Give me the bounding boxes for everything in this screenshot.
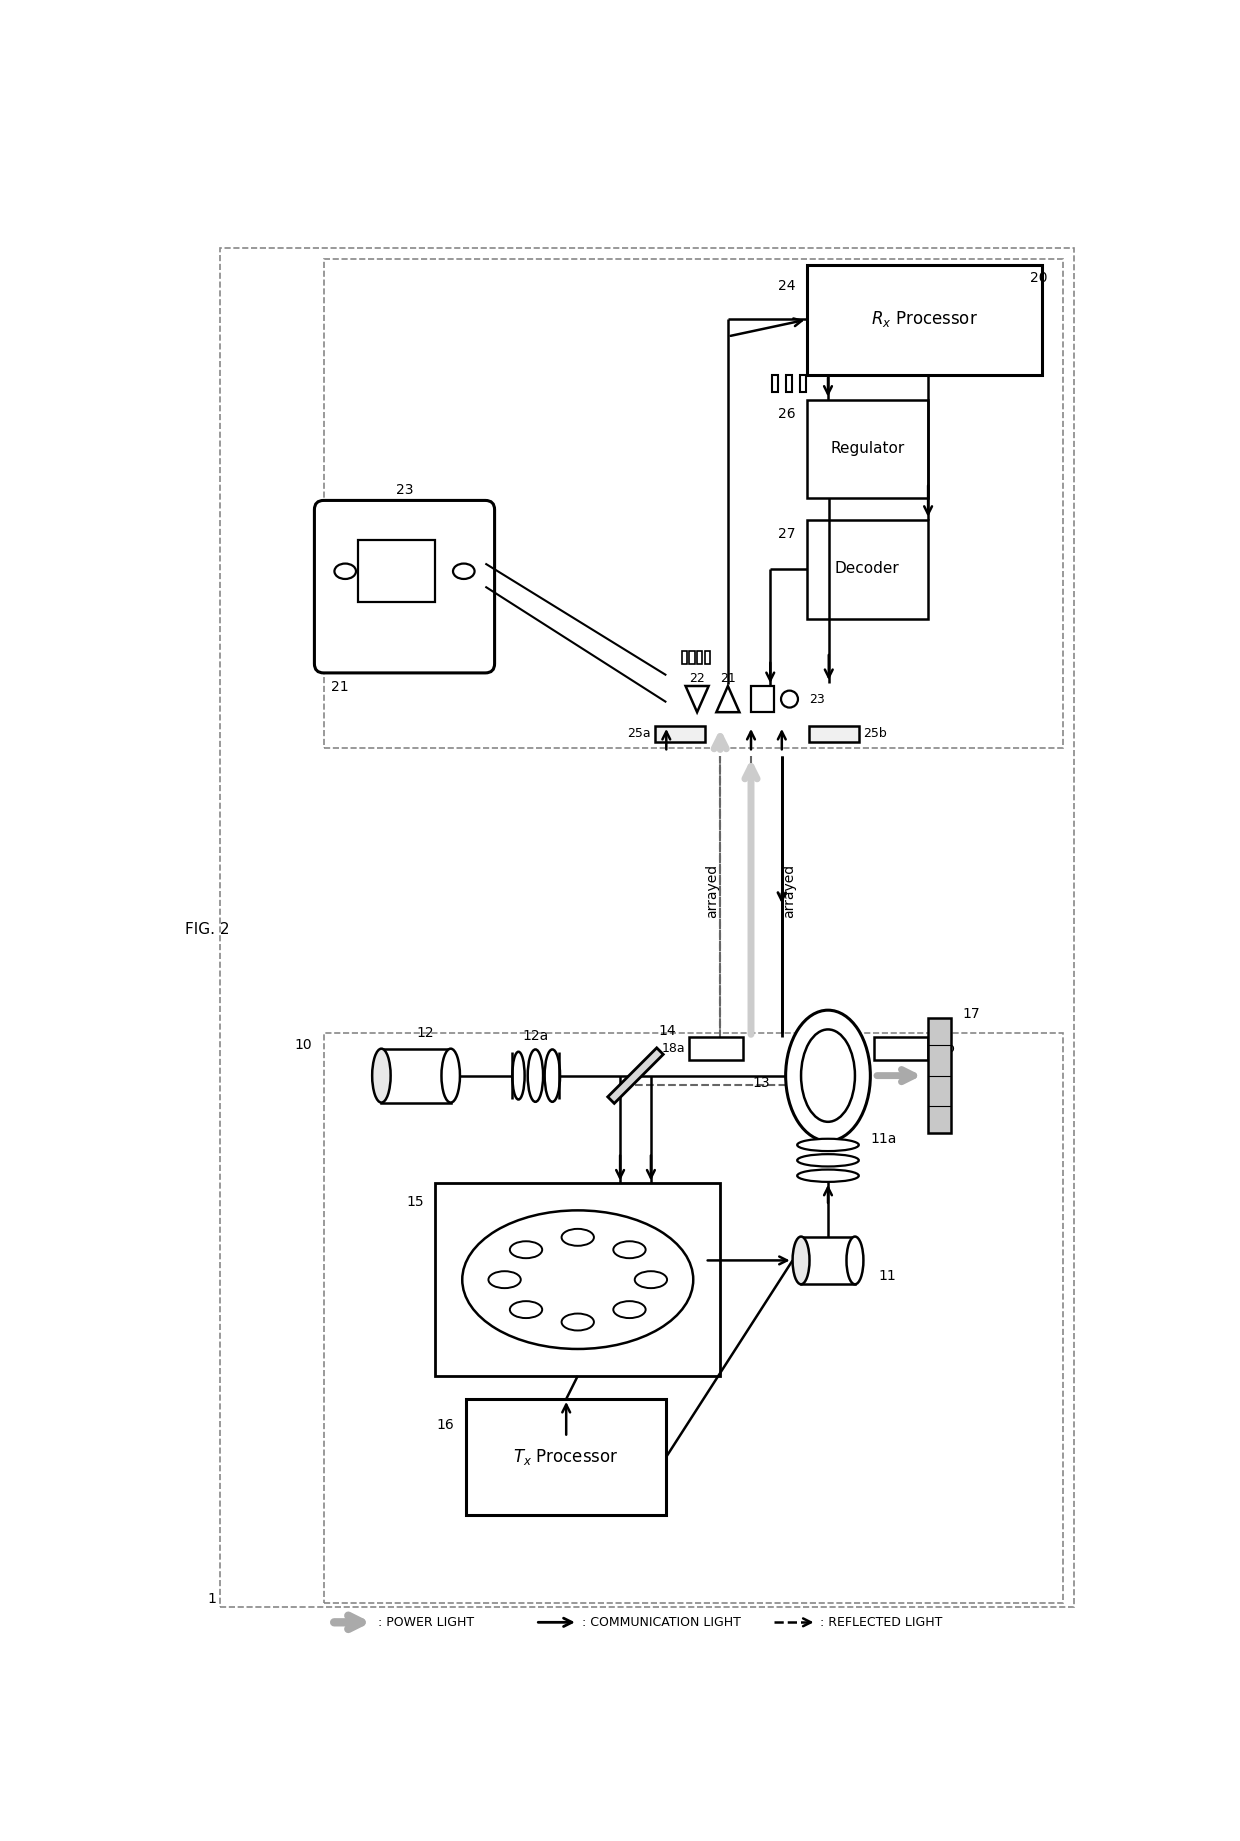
Ellipse shape: [562, 1228, 594, 1246]
Text: : REFLECTED LIGHT: : REFLECTED LIGHT: [821, 1616, 942, 1629]
Text: FIG. 2: FIG. 2: [185, 922, 229, 937]
Text: 13: 13: [753, 1077, 770, 1090]
Text: $R_x$ Processor: $R_x$ Processor: [870, 309, 977, 330]
Bar: [689, 650, 694, 665]
Text: arrayed: arrayed: [782, 863, 796, 919]
Ellipse shape: [372, 1049, 391, 1103]
Text: 12: 12: [417, 1025, 434, 1040]
Bar: [655, 725, 704, 742]
Bar: [786, 376, 792, 392]
Ellipse shape: [463, 1210, 693, 1349]
Text: 15: 15: [407, 1195, 424, 1210]
Bar: [801, 1237, 854, 1285]
Ellipse shape: [489, 1270, 521, 1289]
Text: 27: 27: [779, 527, 796, 541]
Text: 11: 11: [878, 1268, 895, 1283]
Ellipse shape: [510, 1241, 542, 1257]
Text: 21: 21: [331, 679, 348, 694]
FancyBboxPatch shape: [315, 501, 495, 674]
Ellipse shape: [562, 1313, 594, 1331]
Bar: [324, 260, 1063, 749]
Ellipse shape: [786, 1011, 870, 1141]
Polygon shape: [717, 687, 739, 712]
Bar: [771, 376, 777, 392]
Ellipse shape: [614, 1241, 646, 1257]
Ellipse shape: [792, 1237, 810, 1285]
Ellipse shape: [335, 563, 356, 578]
Bar: [874, 1036, 928, 1060]
Bar: [689, 1036, 743, 1060]
Ellipse shape: [512, 1051, 525, 1099]
Bar: [435, 1184, 720, 1375]
Bar: [807, 265, 1042, 376]
Text: 22: 22: [689, 672, 706, 685]
Text: 16: 16: [436, 1418, 455, 1432]
Bar: [219, 249, 1074, 1607]
Text: 23: 23: [396, 484, 413, 497]
Text: 24: 24: [779, 278, 796, 293]
Text: arrayed: arrayed: [706, 863, 719, 919]
Ellipse shape: [801, 1029, 854, 1121]
Text: 10: 10: [294, 1038, 312, 1051]
Text: 23: 23: [808, 692, 825, 705]
Bar: [324, 1033, 1063, 1604]
Bar: [608, 1048, 663, 1103]
Bar: [466, 1399, 666, 1515]
Bar: [751, 687, 774, 712]
Text: 18b: 18b: [932, 1042, 956, 1055]
Ellipse shape: [614, 1302, 646, 1318]
Ellipse shape: [510, 1302, 542, 1318]
Bar: [358, 541, 435, 602]
Ellipse shape: [544, 1049, 560, 1101]
Text: : COMMUNICATION LIGHT: : COMMUNICATION LIGHT: [582, 1616, 740, 1629]
Ellipse shape: [635, 1270, 667, 1289]
Text: Regulator: Regulator: [830, 442, 904, 457]
Text: : POWER LIGHT: : POWER LIGHT: [377, 1616, 474, 1629]
Bar: [382, 1049, 450, 1103]
Ellipse shape: [847, 1237, 863, 1285]
Text: 25b: 25b: [863, 727, 887, 740]
Text: 21: 21: [720, 672, 735, 685]
Text: 14: 14: [658, 1024, 676, 1038]
Polygon shape: [928, 1018, 951, 1134]
Ellipse shape: [453, 563, 475, 578]
Ellipse shape: [528, 1049, 543, 1101]
Text: Decoder: Decoder: [835, 562, 900, 576]
Text: 20: 20: [1030, 271, 1048, 285]
Bar: [704, 650, 711, 665]
Bar: [807, 399, 928, 499]
Ellipse shape: [781, 690, 799, 707]
Bar: [682, 650, 687, 665]
Ellipse shape: [797, 1169, 859, 1182]
Text: 1: 1: [207, 1592, 217, 1605]
Ellipse shape: [797, 1154, 859, 1167]
Ellipse shape: [797, 1140, 859, 1151]
Text: 17: 17: [962, 1007, 981, 1022]
Text: 25a: 25a: [627, 727, 651, 740]
Text: 26: 26: [777, 407, 796, 422]
Text: $T_x$ Processor: $T_x$ Processor: [513, 1447, 619, 1467]
Text: 11a: 11a: [870, 1132, 897, 1145]
Text: 18a: 18a: [662, 1042, 686, 1055]
Polygon shape: [686, 687, 708, 712]
Ellipse shape: [441, 1049, 460, 1103]
Bar: [808, 725, 859, 742]
Bar: [697, 650, 703, 665]
Bar: [807, 519, 928, 619]
Bar: [800, 376, 806, 392]
Text: 12a: 12a: [522, 1029, 548, 1042]
